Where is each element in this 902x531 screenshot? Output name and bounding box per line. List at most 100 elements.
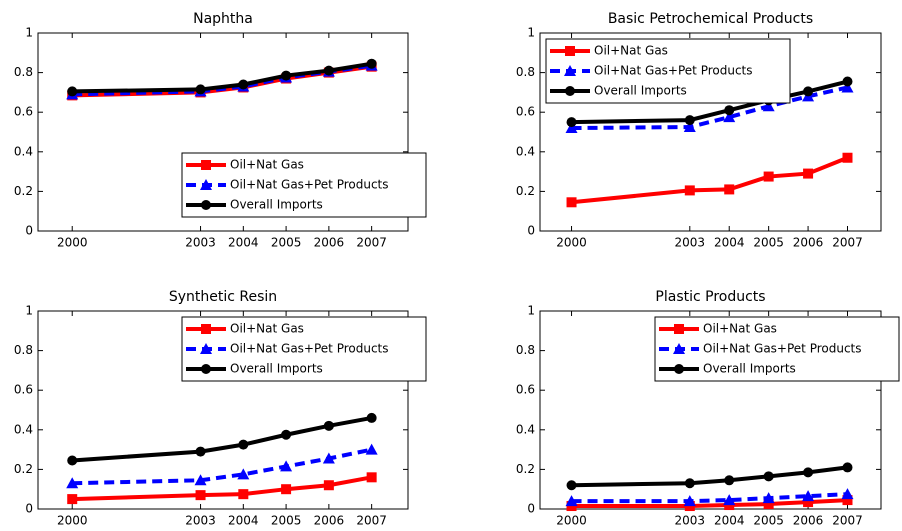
legend-label: Oil+Nat Gas [594, 44, 668, 58]
marker [366, 472, 377, 483]
x-tick-label: 2006 [314, 236, 345, 250]
x-tick-label: 2005 [753, 514, 784, 528]
marker [322, 452, 335, 464]
y-tick-label: 0.6 [14, 383, 33, 397]
marker [674, 324, 684, 334]
marker [842, 495, 853, 506]
legend-label: Oil+Nat Gas+Pet Products [230, 178, 389, 192]
y-tick-label: 0.4 [516, 422, 535, 436]
marker [674, 364, 684, 374]
y-tick-label: 0.4 [14, 144, 33, 158]
marker [280, 460, 293, 472]
marker [565, 122, 578, 134]
marker [684, 478, 695, 489]
chart-title: Plastic Products [655, 289, 765, 305]
panel: Plastic Products 0 0.2 0.4 0.6 0.8 1 2000 2003 20… [516, 289, 900, 528]
chart-title: Synthetic Resin [169, 289, 277, 305]
y-tick-label: 0.8 [516, 65, 535, 79]
x-tick-label: 2005 [271, 236, 302, 250]
y-tick-label: 1 [25, 304, 33, 318]
marker [195, 84, 206, 95]
marker [803, 497, 814, 508]
x-tick-label: 2003 [185, 236, 216, 250]
x-tick-label: 2004 [714, 514, 745, 528]
marker [281, 429, 292, 440]
x-tick-label: 2007 [356, 236, 387, 250]
y-tick-label: 0.6 [14, 105, 33, 119]
x-tick-label: 2006 [793, 514, 824, 528]
marker [281, 70, 292, 81]
marker [201, 160, 211, 170]
x-tick-label: 2007 [356, 514, 387, 528]
marker [323, 480, 334, 491]
x-tick-label: 2005 [271, 514, 302, 528]
marker [841, 81, 854, 93]
y-tick-label: 0 [25, 502, 33, 516]
marker [238, 439, 249, 450]
legend-label: Overall Imports [594, 84, 687, 98]
marker [684, 185, 695, 196]
y-tick-label: 0.8 [516, 343, 535, 357]
x-tick-label: 2005 [753, 236, 784, 250]
y-tick-label: 0.8 [14, 343, 33, 357]
series-line [571, 498, 848, 509]
marker [723, 494, 736, 506]
marker [565, 86, 575, 96]
marker [762, 492, 775, 504]
marker [803, 467, 814, 478]
marker [841, 488, 854, 500]
y-tick-label: 0.2 [14, 462, 33, 476]
x-tick-label: 2007 [832, 514, 863, 528]
marker [565, 495, 578, 507]
legend-label: Overall Imports [703, 362, 796, 376]
marker [673, 343, 685, 354]
y-tick-label: 0 [527, 502, 535, 516]
marker [194, 474, 207, 486]
marker [323, 420, 334, 431]
y-tick-label: 0 [25, 224, 33, 238]
marker [195, 490, 206, 501]
marker [724, 475, 735, 486]
marker [842, 462, 853, 473]
y-tick-label: 1 [527, 26, 535, 40]
marker [566, 480, 577, 491]
marker [565, 46, 575, 56]
marker [724, 105, 735, 116]
marker [238, 489, 249, 500]
series-line [571, 492, 848, 504]
series-line [72, 61, 372, 94]
chart-title: Naphtha [193, 11, 253, 27]
x-tick-label: 2000 [556, 236, 587, 250]
marker [803, 86, 814, 97]
series-line [571, 155, 849, 205]
marker [366, 58, 377, 69]
marker [238, 79, 249, 90]
x-tick-label: 2004 [228, 236, 259, 250]
x-tick-label: 2004 [714, 236, 745, 250]
marker [803, 168, 814, 179]
y-tick-label: 0.6 [516, 383, 535, 397]
marker [201, 364, 211, 374]
legend-label: Oil+Nat Gas [703, 322, 777, 336]
series-line [571, 79, 848, 125]
legend-label: Oil+Nat Gas+Pet Products [594, 64, 753, 78]
y-tick-label: 0.8 [14, 65, 33, 79]
x-tick-label: 2004 [228, 514, 259, 528]
y-tick-label: 0.2 [516, 462, 535, 476]
marker [564, 65, 576, 76]
y-tick-label: 0 [527, 224, 535, 238]
series-line [72, 475, 373, 502]
series-line [72, 447, 373, 486]
marker [323, 65, 334, 76]
legend-label: Oil+Nat Gas [230, 322, 304, 336]
marker [195, 446, 206, 457]
marker [724, 184, 735, 195]
marker [281, 484, 292, 495]
panel: Synthetic Resin 0 0.2 0.4 0.6 0.8 1 2000 2003 200… [14, 289, 427, 528]
marker [200, 179, 212, 190]
marker [802, 490, 815, 502]
y-tick-label: 0.4 [516, 144, 535, 158]
marker [683, 495, 696, 507]
y-tick-label: 0.6 [516, 105, 535, 119]
